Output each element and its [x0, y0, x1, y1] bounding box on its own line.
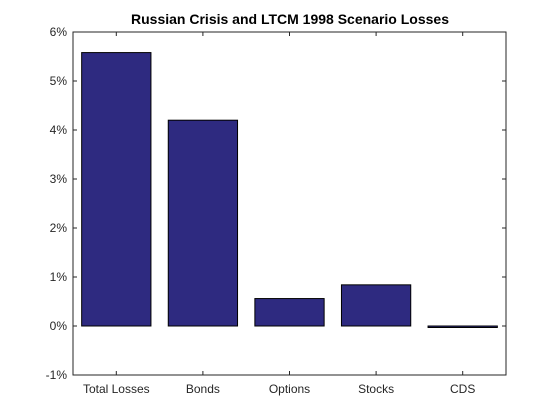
bar: [340, 284, 412, 327]
y-tick-label: 0%: [50, 319, 68, 333]
x-tick-label: CDS: [450, 382, 475, 396]
x-tick-label: Bonds: [186, 382, 220, 396]
y-tick-label: 2%: [50, 221, 68, 235]
x-tick-label: Options: [269, 382, 310, 396]
bar: [254, 298, 325, 327]
y-tick-label: 1%: [50, 270, 68, 284]
x-axis: Total Losses Bonds Options Stocks CDS: [83, 32, 475, 396]
y-tick-label: 5%: [50, 74, 68, 88]
y-tick-label: 6%: [50, 25, 68, 39]
bar: [81, 52, 152, 327]
bar: [167, 119, 239, 327]
chart-title: Russian Crisis and LTCM 1998 Scenario Lo…: [131, 11, 449, 27]
bars-group: [81, 52, 498, 328]
y-tick-label: 4%: [50, 123, 68, 137]
x-tick-label: Total Losses: [83, 382, 150, 396]
y-tick-label: -1%: [46, 368, 68, 382]
x-tick-label: Stocks: [358, 382, 394, 396]
y-tick-label: 3%: [50, 172, 68, 186]
y-axis: -1% 0% 1% 2% 3% 4% 5% 6%: [46, 25, 506, 382]
bar: [427, 325, 498, 328]
